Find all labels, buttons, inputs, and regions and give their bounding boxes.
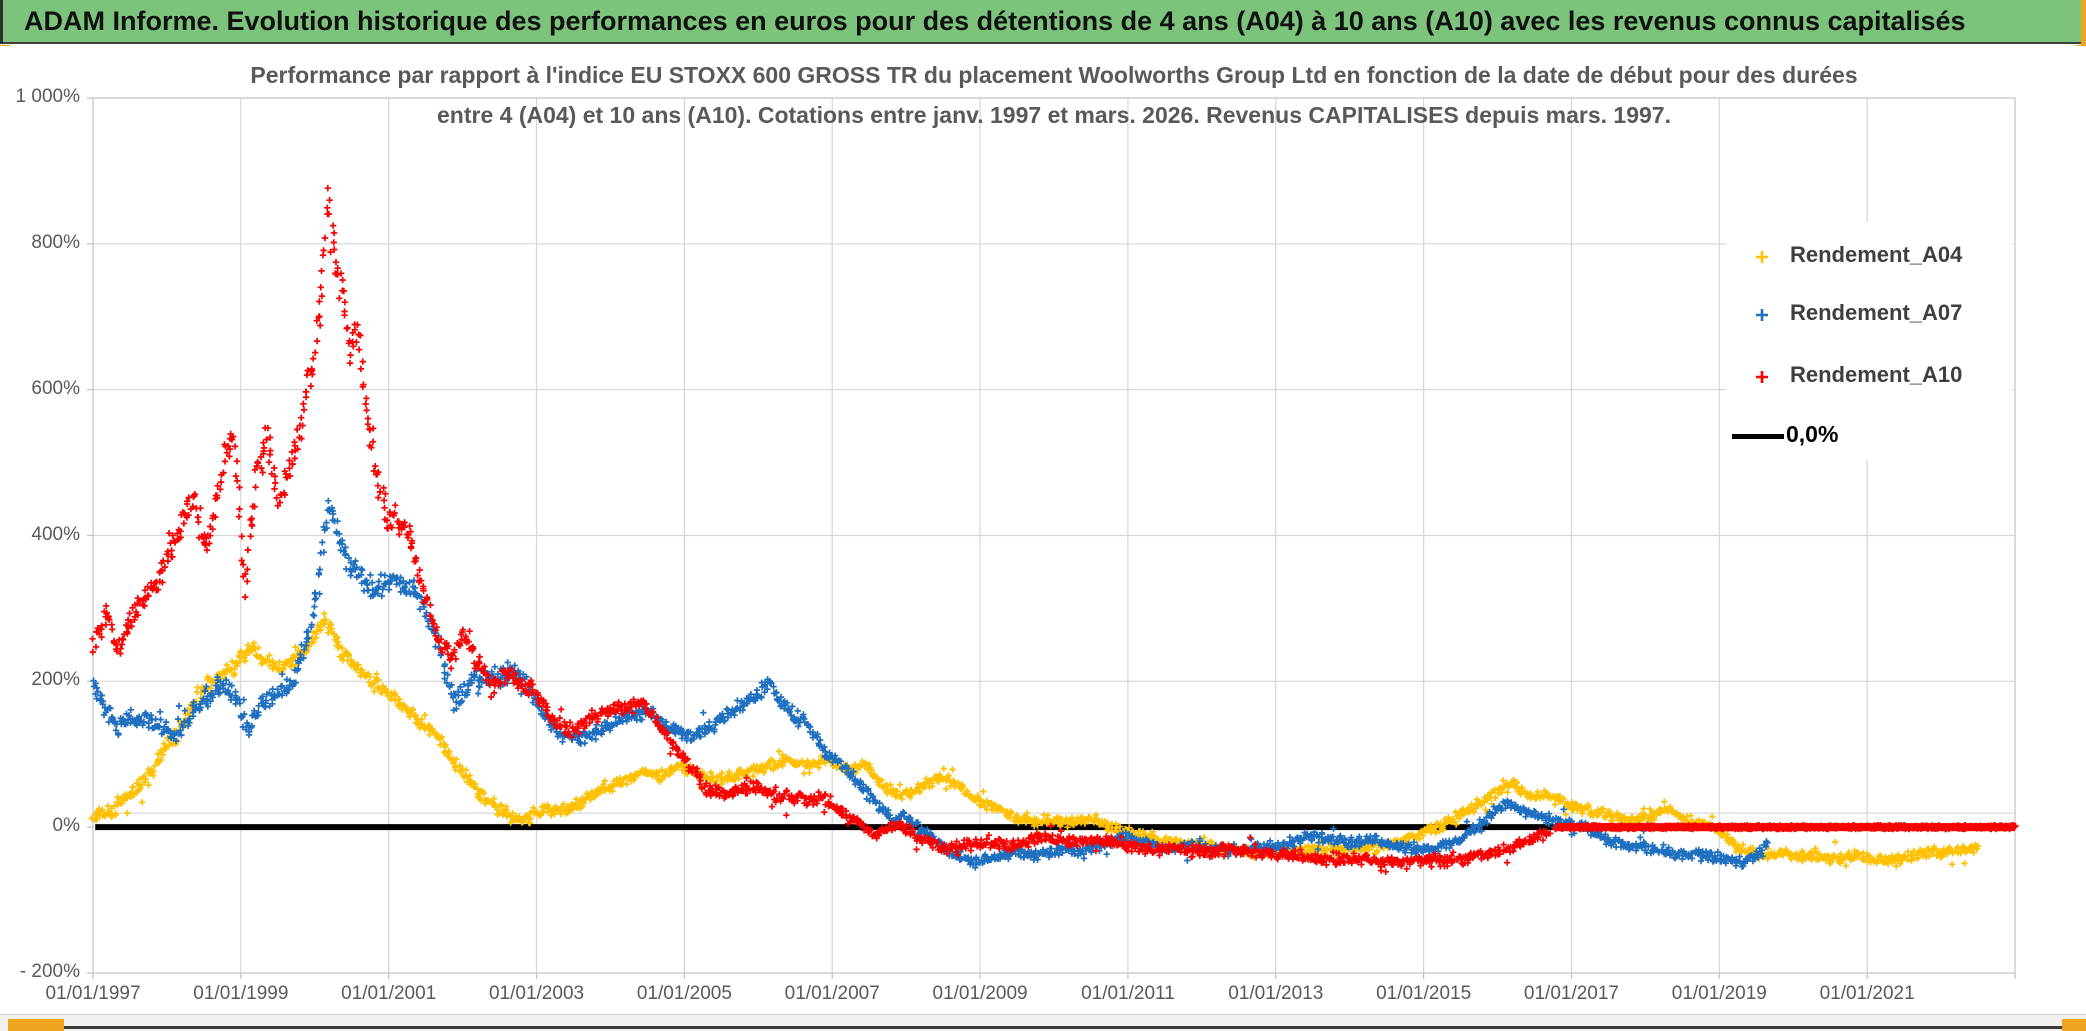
x-axis-label: 01/01/1997 bbox=[45, 983, 141, 1004]
y-axis-label: - 200% bbox=[19, 961, 80, 982]
x-axis-label: 01/01/2021 bbox=[1819, 983, 1915, 1004]
legend-label: 0,0% bbox=[1786, 421, 1839, 447]
chart-title-line2: entre 4 (A04) et 10 ans (A10). Cotations… bbox=[437, 102, 1671, 128]
x-axis-label: 01/01/2015 bbox=[1376, 983, 1472, 1004]
plus-icon bbox=[1756, 251, 1768, 263]
y-axis-label: 600% bbox=[31, 377, 80, 399]
x-axis-label: 01/01/2009 bbox=[932, 983, 1028, 1004]
selection-handle-right-top[interactable] bbox=[2081, 0, 2086, 46]
plus-icon bbox=[1756, 371, 1768, 383]
x-axis-label: 01/01/2011 bbox=[1081, 983, 1175, 1004]
sheet-title-banner: ADAM Informe. Evolution historique des p… bbox=[0, 0, 2086, 44]
y-axis-label: 1 000% bbox=[15, 86, 80, 107]
zero-line-icon bbox=[1732, 434, 1784, 439]
y-axis-label: 0% bbox=[52, 815, 80, 837]
legend-item-Rendement-A10[interactable]: Rendement_A10 bbox=[1726, 360, 2012, 394]
chart-object[interactable]: Performance par rapport à l'indice EU ST… bbox=[0, 46, 2086, 1014]
x-axis-label: 01/01/2017 bbox=[1523, 983, 1619, 1004]
x-axis-label: 01/01/2001 bbox=[341, 983, 437, 1004]
chart-bottom-border bbox=[64, 1026, 2062, 1029]
legend-item-Rendement-A04[interactable]: Rendement_A04 bbox=[1726, 240, 2012, 274]
x-axis-label: 01/01/2019 bbox=[1671, 983, 1767, 1004]
chart-title-line1: Performance par rapport à l'indice EU ST… bbox=[250, 62, 1858, 88]
x-axis-label: 01/01/2007 bbox=[784, 983, 880, 1004]
y-axis-label: 800% bbox=[31, 231, 80, 253]
chart-legend[interactable]: Rendement_A04 Rendement_A07 Rendement_A1… bbox=[1726, 222, 2012, 460]
selection-handle-left-bottom[interactable] bbox=[8, 1019, 64, 1031]
y-axis-label: 200% bbox=[31, 669, 80, 691]
selection-handle-right-bottom[interactable] bbox=[2062, 1019, 2086, 1031]
series-Rendement_A10 bbox=[89, 185, 2019, 875]
legend-label: Rendement_A07 bbox=[1790, 300, 1963, 325]
y-axis-label: 400% bbox=[31, 523, 80, 545]
x-axis-label: 01/01/2005 bbox=[636, 983, 732, 1004]
plot-area[interactable] bbox=[0, 46, 2086, 1014]
x-axis-label: 01/01/2013 bbox=[1228, 983, 1324, 1004]
window-left-edge bbox=[0, 0, 3, 44]
legend-item-Rendement-A07[interactable]: Rendement_A07 bbox=[1726, 298, 2012, 332]
x-axis-label: 01/01/1999 bbox=[193, 983, 289, 1004]
sheet-title: ADAM Informe. Evolution historique des p… bbox=[24, 6, 1966, 36]
plus-icon bbox=[1756, 309, 1768, 321]
legend-label: Rendement_A04 bbox=[1790, 242, 1963, 267]
legend-label: Rendement_A10 bbox=[1790, 362, 1963, 387]
series-Rendement_A07 bbox=[90, 497, 1771, 871]
legend-item-0-0-[interactable]: 0,0% bbox=[1726, 420, 2012, 454]
x-axis-label: 01/01/2003 bbox=[488, 983, 585, 1004]
plot-border bbox=[92, 97, 2016, 974]
